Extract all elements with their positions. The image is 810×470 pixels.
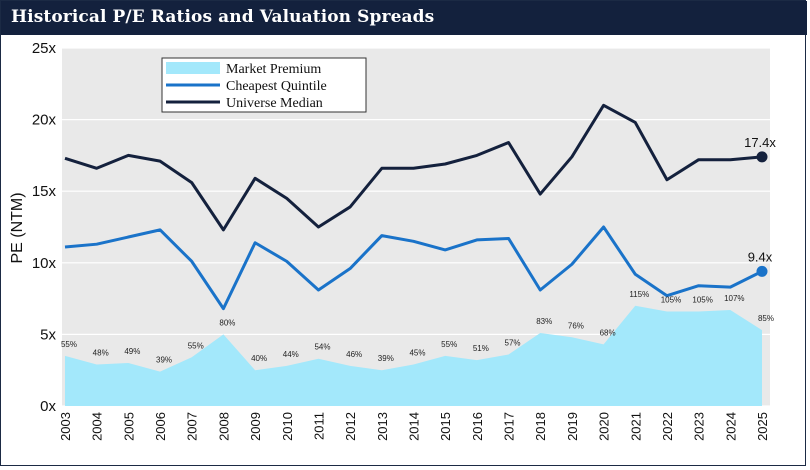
premium-label: 76%	[568, 321, 584, 330]
premium-label: 48%	[93, 348, 109, 357]
premium-label: 105%	[692, 295, 712, 304]
x-tick-label: 2010	[280, 412, 295, 441]
premium-label: 85%	[758, 314, 774, 323]
x-tick-label: 2007	[185, 412, 200, 441]
x-tick-label: 2018	[533, 412, 548, 441]
x-tick-label: 2021	[628, 412, 643, 441]
legend: Market Premium Cheapest Quintile Universe …	[161, 57, 367, 113]
x-tick-label: 2015	[438, 412, 453, 441]
premium-label: 40%	[251, 354, 267, 363]
x-tick-label: 2023	[692, 412, 707, 441]
legend-entry: Market Premium	[226, 62, 321, 77]
y-tick-label: 0x	[40, 398, 56, 415]
universe-median-end-marker	[756, 151, 768, 163]
x-tick-label: 2012	[343, 412, 358, 441]
legend-entry: Universe Median	[226, 96, 323, 111]
y-tick-label: 10x	[32, 255, 57, 272]
universe-median-line	[64, 103, 763, 232]
x-tick-label: 2016	[470, 412, 485, 441]
x-tick-label: 2022	[660, 412, 675, 441]
premium-label: 105%	[661, 295, 681, 304]
series-lines: 17.4x 9.4x	[64, 103, 776, 311]
premium-label: 39%	[156, 356, 172, 365]
premium-label: 83%	[536, 317, 552, 326]
premium-label: 51%	[473, 344, 489, 353]
y-tick-label: 5x	[40, 326, 56, 343]
premium-label: 49%	[124, 347, 140, 356]
x-tick-label: 2019	[565, 412, 580, 441]
cheapest-quintile-end-label: 9.4x	[748, 249, 773, 264]
x-tick-label: 2006	[153, 412, 168, 441]
premium-label: 45%	[409, 348, 425, 357]
cheapest-quintile-end-marker	[756, 265, 768, 277]
premium-label: 44%	[283, 350, 299, 359]
premium-label: 68%	[600, 328, 616, 337]
x-tick-label: 2009	[248, 412, 263, 441]
x-tick-label: 2011	[311, 412, 326, 440]
premium-label: 55%	[441, 340, 457, 349]
premium-label: 46%	[346, 350, 362, 359]
premium-label: 115%	[629, 290, 649, 299]
premium-label: 107%	[724, 294, 744, 303]
x-tick-label: 2013	[375, 412, 390, 441]
premium-label: 39%	[378, 354, 394, 363]
title-bar: Historical P/E Ratios and Valuation Spre…	[1, 1, 807, 35]
x-axis-ticks: 2003 2004 2005 2006 2007 2008 2009 2010 2011 2012…	[58, 412, 770, 441]
legend-swatch-market-premium	[166, 62, 220, 74]
x-tick-label: 2003	[58, 412, 73, 441]
legend-entry: Cheapest Quintile	[226, 79, 327, 94]
premium-label: 55%	[61, 340, 77, 349]
cheapest-quintile-line	[64, 225, 763, 311]
y-tick-label: 20x	[32, 112, 57, 129]
universe-median-end-label: 17.4x	[744, 135, 776, 150]
y-axis-ticks: 0x 5x 10x 15x 20x 25x	[32, 40, 57, 415]
premium-label: 57%	[505, 338, 521, 347]
chart-title: Historical P/E Ratios and Valuation Spre…	[11, 7, 435, 27]
x-tick-label: 2025	[755, 412, 770, 441]
market-premium-area-fill	[65, 305, 762, 406]
x-tick-label: 2008	[216, 412, 231, 441]
x-tick-label: 2020	[597, 412, 612, 441]
y-tick-label: 15x	[32, 183, 57, 200]
market-premium-area	[65, 305, 762, 406]
x-tick-label: 2005	[121, 412, 136, 441]
premium-data-labels: 55% 48% 49% 39% 55% 80% 40% 44% 54% 46% 39% 45% 55% 5…	[61, 290, 774, 365]
premium-label: 54%	[314, 343, 330, 352]
x-tick-label: 2014	[407, 412, 422, 441]
x-tick-label: 2017	[502, 412, 517, 441]
x-tick-label: 2024	[723, 412, 738, 441]
y-tick-label: 25x	[32, 40, 57, 57]
x-tick-label: 2004	[90, 412, 105, 441]
premium-label: 55%	[188, 341, 204, 350]
y-axis-label: PE (NTM)	[9, 192, 26, 263]
premium-label: 80%	[219, 318, 235, 327]
